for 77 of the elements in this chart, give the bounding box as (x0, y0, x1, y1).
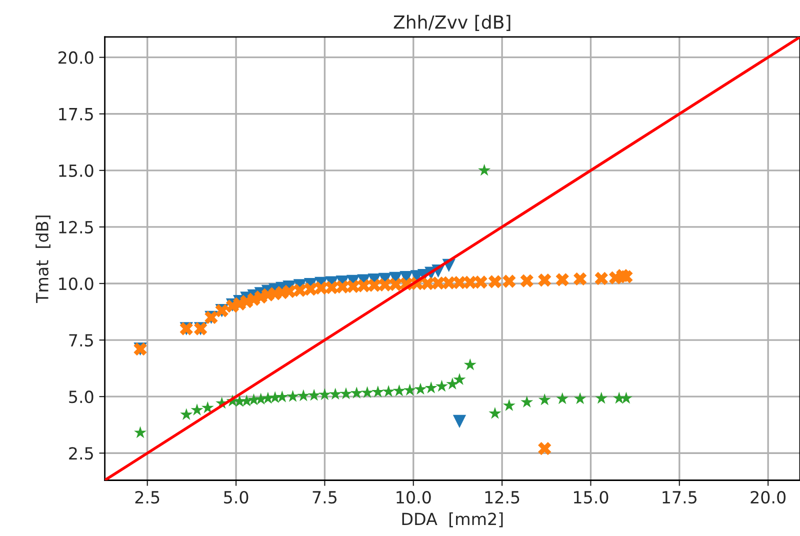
x-tick-label: 20.0 (750, 490, 786, 504)
point (134, 426, 147, 438)
point (304, 282, 318, 296)
point (286, 390, 300, 402)
point (420, 276, 434, 290)
point (442, 276, 456, 290)
point (329, 388, 342, 400)
point (556, 392, 569, 404)
point (502, 399, 516, 411)
point (276, 390, 288, 402)
point (574, 392, 586, 404)
point (556, 273, 569, 286)
point (488, 406, 502, 419)
x-tick-label: 7.5 (312, 491, 337, 504)
x-tick-label: 10.0 (396, 490, 431, 504)
point (389, 278, 402, 291)
point (314, 281, 328, 295)
point (346, 280, 360, 294)
point (574, 272, 587, 286)
point (432, 276, 445, 290)
point (201, 401, 214, 414)
point (293, 284, 306, 297)
point (414, 382, 427, 395)
point (464, 358, 476, 370)
point (424, 381, 438, 394)
y-tick-label: 7.5 (69, 334, 93, 347)
point (502, 274, 516, 288)
point (382, 385, 395, 397)
point (488, 275, 502, 288)
point (620, 392, 632, 404)
y-axis-title: Tmat [dB] (36, 216, 50, 304)
point (361, 386, 374, 398)
y-tick-label: 5.0 (69, 390, 94, 404)
point (595, 392, 608, 404)
point (318, 388, 331, 400)
point (464, 276, 477, 289)
point (538, 442, 552, 456)
point (350, 386, 363, 399)
point (282, 284, 296, 298)
point (453, 373, 466, 385)
point (474, 276, 488, 289)
point (336, 280, 350, 294)
x-tick-label: 5.0 (224, 490, 248, 504)
y-tick-label: 10.0 (59, 277, 94, 290)
y-tick-label: 15.0 (59, 164, 94, 177)
point (297, 389, 310, 402)
point (478, 164, 491, 176)
point (404, 384, 416, 396)
chart-title: Zhh/Zvv [dB] (394, 14, 510, 32)
y-tick-label: 17.5 (59, 108, 93, 120)
point (190, 404, 204, 416)
x-tick-label: 2.5 (135, 490, 160, 504)
point (368, 278, 381, 292)
x-tick-label: 15.0 (574, 490, 608, 504)
point (340, 387, 352, 400)
point (372, 385, 384, 398)
point (520, 274, 534, 288)
point (538, 393, 551, 406)
point (594, 272, 608, 286)
point (325, 280, 338, 294)
point (538, 274, 552, 287)
point (435, 380, 448, 392)
point (180, 408, 193, 420)
point (378, 278, 392, 292)
point (452, 414, 466, 428)
x-axis-title: DDA [mm2] (402, 512, 503, 528)
x-tick-label: 17.5 (662, 491, 697, 504)
point (392, 384, 406, 396)
y-tick-label: 20.0 (58, 51, 94, 64)
point (357, 279, 370, 292)
x-tick-label: 12.5 (485, 490, 520, 504)
point (452, 276, 466, 290)
point (308, 388, 320, 401)
point (520, 396, 534, 408)
y-tick-label: 2.5 (69, 447, 93, 460)
point (620, 270, 633, 284)
y-tick-label: 12.5 (59, 220, 93, 234)
